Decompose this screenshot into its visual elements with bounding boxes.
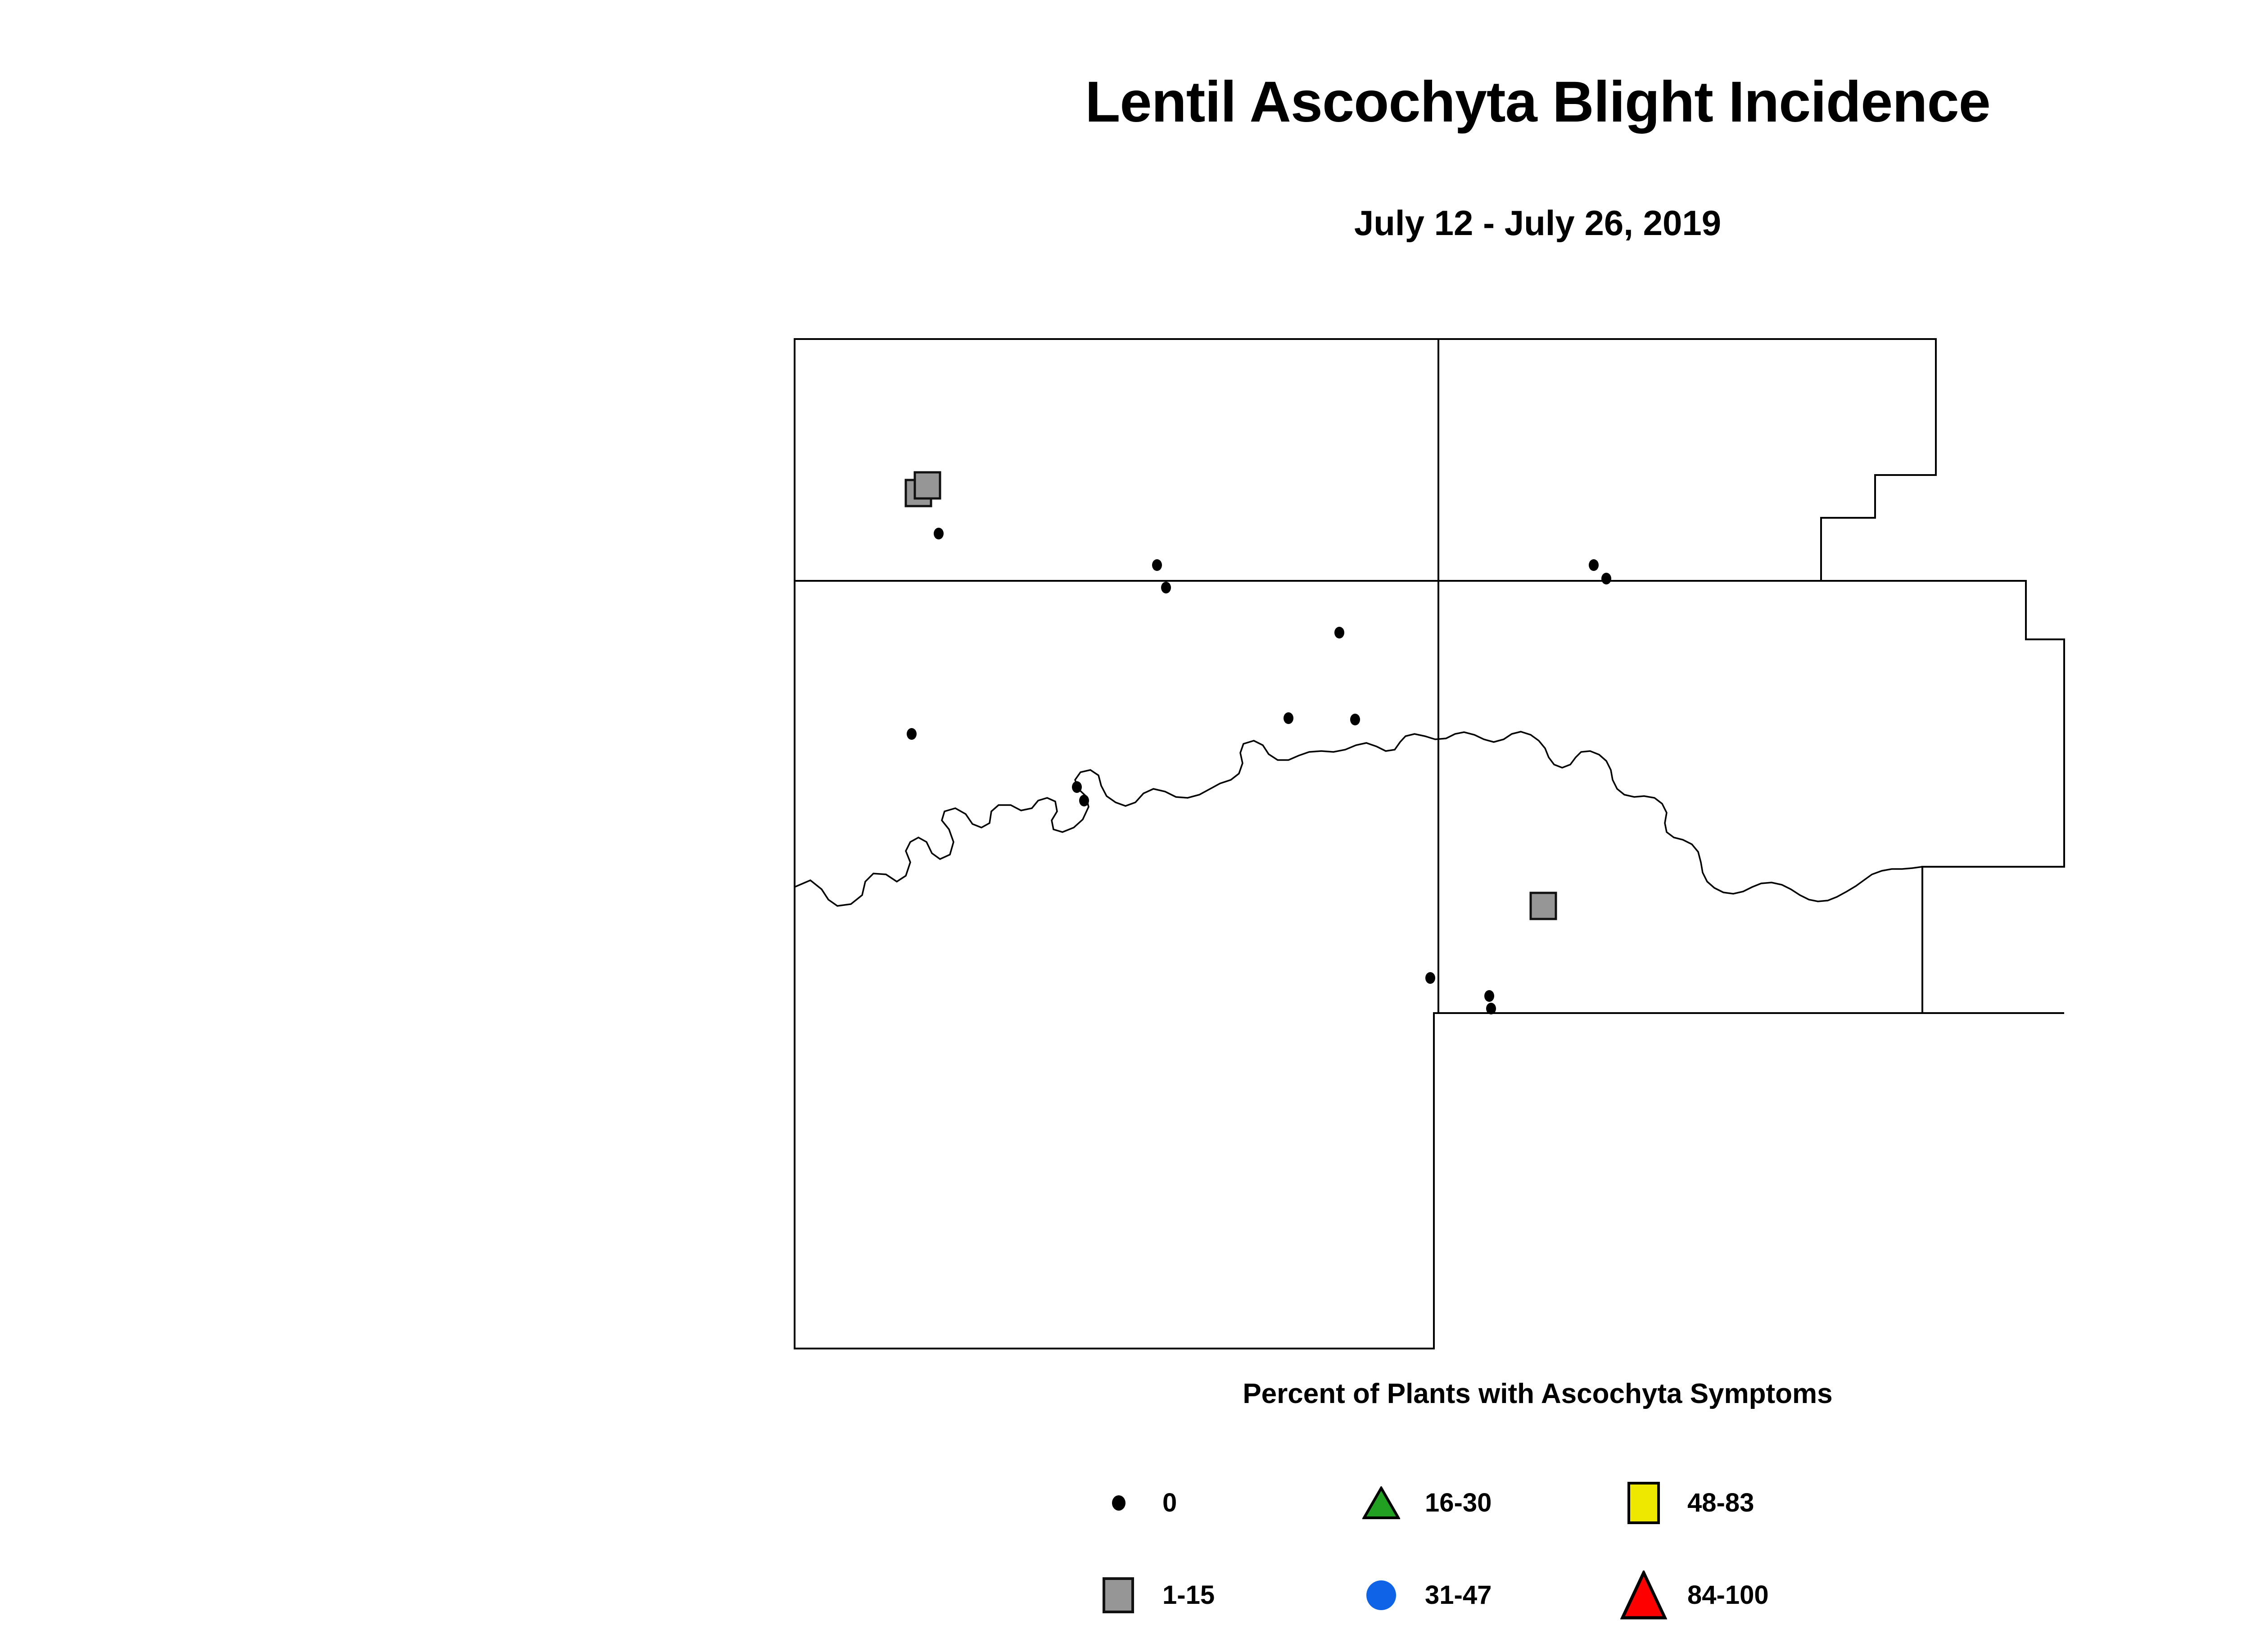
legend-item-16-30[interactable]: 16-30 xyxy=(1356,1478,1619,1528)
legend-item-1-15[interactable]: 1-15 xyxy=(1094,1571,1356,1620)
map-markers xyxy=(904,471,1611,1014)
legend-symbol-blue-circle xyxy=(1356,1571,1406,1620)
map-marker-0[interactable] xyxy=(1334,627,1344,638)
county-east-step xyxy=(1921,867,2064,1014)
legend-symbol-yellow-square xyxy=(1619,1478,1668,1528)
legend-item-84-100[interactable]: 84-100 xyxy=(1619,1570,1881,1620)
legend-label-16-30: 16-30 xyxy=(1425,1488,1492,1517)
legend-symbol-green-triangle xyxy=(1356,1478,1406,1528)
county-internal-line-a xyxy=(795,580,1439,819)
page-subtitle: July 12 - July 26, 2019 xyxy=(1354,203,1722,243)
river-boundary xyxy=(794,731,1923,907)
map-marker-0[interactable] xyxy=(1601,573,1611,584)
county-ne xyxy=(1437,338,1937,582)
legend-label-0: 0 xyxy=(1162,1488,1177,1517)
map-marker-0[interactable] xyxy=(1284,712,1293,724)
legend-title: Percent of Plants with Ascochyta Symptom… xyxy=(1243,1378,1833,1409)
county-outlines xyxy=(794,338,2065,1349)
map-marker-0[interactable] xyxy=(934,528,944,539)
legend-label-84-100: 84-100 xyxy=(1687,1580,1769,1610)
county-sw-outline xyxy=(794,581,1922,1349)
map-marker-0[interactable] xyxy=(1486,1003,1496,1014)
map-marker-1-15[interactable] xyxy=(913,471,941,500)
map-marker-0[interactable] xyxy=(907,728,917,740)
legend-symbol-black-dot xyxy=(1094,1478,1144,1528)
map-marker-1-15[interactable] xyxy=(1529,892,1557,920)
map-marker-0[interactable] xyxy=(1589,559,1599,571)
map-marker-0[interactable] xyxy=(1350,714,1360,725)
legend-label-1-15: 1-15 xyxy=(1162,1580,1215,1610)
legend-symbol-red-triangle xyxy=(1619,1570,1668,1620)
legend-label-48-83: 48-83 xyxy=(1687,1488,1754,1517)
page-title: Lentil Ascochyta Blight Incidence xyxy=(1085,70,1991,134)
legend-item-48-83[interactable]: 48-83 xyxy=(1619,1478,1881,1528)
map-svg xyxy=(794,338,2065,1349)
map-figure xyxy=(783,329,2143,1360)
map-marker-0[interactable] xyxy=(1161,582,1171,593)
map-marker-0[interactable] xyxy=(1425,972,1435,984)
legend-row-1: 0 16-30 48-83 xyxy=(1094,1457,1882,1549)
legend-grid: 0 16-30 48-83 xyxy=(1094,1457,1882,1641)
legend-item-0[interactable]: 0 xyxy=(1094,1478,1356,1528)
map-marker-0[interactable] xyxy=(1072,781,1082,793)
county-se xyxy=(1437,580,2065,1014)
county-nw xyxy=(794,338,1439,582)
map-marker-0[interactable] xyxy=(1484,990,1494,1002)
map-legend: Percent of Plants with Ascochyta Symptom… xyxy=(0,1378,2251,1630)
legend-symbol-gray-square xyxy=(1094,1571,1144,1620)
legend-item-31-47[interactable]: 31-47 xyxy=(1356,1571,1619,1620)
legend-label-31-47: 31-47 xyxy=(1425,1580,1492,1610)
legend-row-2: 1-15 31-47 84-100 xyxy=(1094,1549,1882,1641)
map-marker-0[interactable] xyxy=(1079,795,1089,806)
map-marker-0[interactable] xyxy=(1152,559,1162,571)
